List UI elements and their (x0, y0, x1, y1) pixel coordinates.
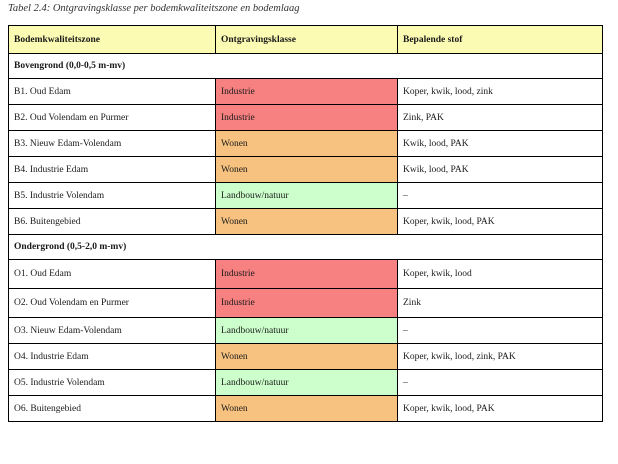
cell-klasse: Landbouw/natuur (215, 317, 398, 344)
header-row: Bodemkwaliteitszone Ontgravingsklasse Be… (8, 25, 603, 54)
table-row: B4. Industrie Edam Wonen Kwik, lood, PAK (8, 156, 603, 183)
cell-klasse: Landbouw/natuur (215, 369, 398, 396)
cell-klasse: Landbouw/natuur (215, 182, 398, 209)
cell-zone: O5. Industrie Volendam (8, 369, 216, 396)
header-klasse: Ontgravingsklasse (215, 25, 398, 54)
table-row: B3. Nieuw Edam-Volendam Wonen Kwik, lood, … (8, 130, 603, 157)
table-row: O2. Oud Volendam en Purmer Industrie Zink (8, 288, 603, 318)
cell-zone: O4. Industrie Edam (8, 343, 216, 370)
cell-stof: Koper, kwik, lood, zink, PAK (397, 343, 603, 370)
table-caption: Tabel 2.4: Ontgravingsklasse per bodemkw… (8, 3, 300, 14)
cell-zone: B4. Industrie Edam (8, 156, 216, 183)
table-row: O5. Industrie Volendam Landbouw/natuur – (8, 369, 603, 396)
cell-stof: Koper, kwik, lood (397, 259, 603, 289)
cell-stof: Koper, kwik, lood, PAK (397, 208, 603, 235)
cell-klasse: Wonen (215, 130, 398, 157)
cell-klasse: Industrie (215, 259, 398, 289)
cell-stof: Zink, PAK (397, 104, 603, 131)
cell-zone: O2. Oud Volendam en Purmer (8, 288, 216, 318)
table-row: B5. Industrie Volendam Landbouw/natuur – (8, 182, 603, 209)
cell-zone: B2. Oud Volendam en Purmer (8, 104, 216, 131)
cell-stof: – (397, 182, 603, 209)
cell-zone: B5. Industrie Volendam (8, 182, 216, 209)
cell-zone: B3. Nieuw Edam-Volendam (8, 130, 216, 157)
section-row: Bovengrond (0,0-0,5 m-mv) (8, 53, 603, 79)
table-row: O1. Oud Edam Industrie Koper, kwik, lood (8, 259, 603, 289)
table-row: B6. Buitengebied Wonen Koper, kwik, lood, … (8, 208, 603, 235)
cell-zone: O1. Oud Edam (8, 259, 216, 289)
cell-stof: – (397, 369, 603, 396)
cell-stof: Koper, kwik, lood, PAK (397, 395, 603, 422)
cell-klasse: Wonen (215, 208, 398, 235)
table-row: B2. Oud Volendam en Purmer Industrie Zink,… (8, 104, 603, 131)
cell-zone: O3. Nieuw Edam-Volendam (8, 317, 216, 344)
table-row: O4. Industrie Edam Wonen Koper, kwik, lood… (8, 343, 603, 370)
cell-stof: Koper, kwik, lood, zink (397, 78, 603, 105)
cell-klasse: Industrie (215, 288, 398, 318)
cell-stof: Kwik, lood, PAK (397, 130, 603, 157)
section-title: Bovengrond (0,0-0,5 m-mv) (8, 53, 603, 79)
cell-zone: O6. Buitengebied (8, 395, 216, 422)
cell-stof: Kwik, lood, PAK (397, 156, 603, 183)
header-stof: Bepalende stof (397, 25, 603, 54)
cell-klasse: Industrie (215, 78, 398, 105)
cell-zone: B1. Oud Edam (8, 78, 216, 105)
cell-klasse: Wonen (215, 395, 398, 422)
table-row: O6. Buitengebied Wonen Koper, kwik, lood, … (8, 395, 603, 422)
cell-klasse: Wonen (215, 343, 398, 370)
cell-zone: B6. Buitengebied (8, 208, 216, 235)
table-row: B1. Oud Edam Industrie Koper, kwik, lood, … (8, 78, 603, 105)
table-row: O3. Nieuw Edam-Volendam Landbouw/natuur – (8, 317, 603, 344)
section-row: Ondergrond (0,5-2,0 m-mv) (8, 234, 603, 260)
cell-stof: – (397, 317, 603, 344)
section-title: Ondergrond (0,5-2,0 m-mv) (8, 234, 603, 260)
cell-stof: Zink (397, 288, 603, 318)
header-zone: Bodemkwaliteitszone (8, 25, 216, 54)
cell-klasse: Wonen (215, 156, 398, 183)
table-body: Bovengrond (0,0-0,5 m-mv) B1. Oud Edam Ind… (8, 53, 603, 422)
classification-table: Bodemkwaliteitszone Ontgravingsklasse Be… (8, 25, 603, 422)
cell-klasse: Industrie (215, 104, 398, 131)
